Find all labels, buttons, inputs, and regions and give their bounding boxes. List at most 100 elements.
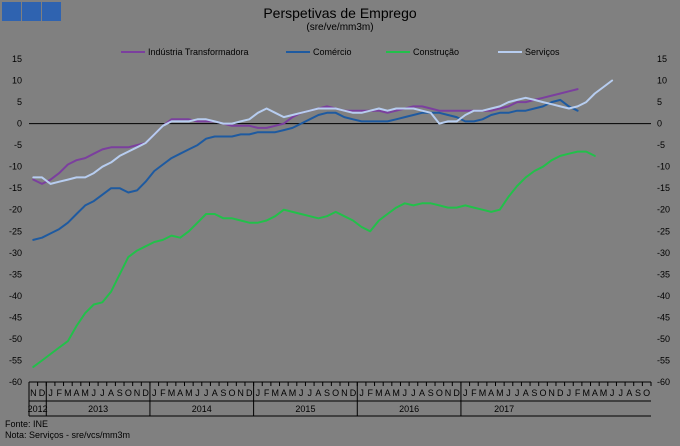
y-tick-label-right: -10 (657, 162, 670, 172)
chart-subtitle: (sre/ve/mm3m) (306, 22, 374, 33)
legend-label: Construção (413, 47, 459, 57)
y-tick-label-right: -5 (657, 140, 665, 150)
month-label: S (117, 388, 123, 398)
month-label: O (229, 388, 236, 398)
y-tick-label-right: -40 (657, 291, 670, 301)
y-tick-label-left: -35 (9, 269, 22, 279)
month-label: N (237, 388, 244, 398)
y-tick-label-right: -35 (657, 269, 670, 279)
month-label: A (626, 388, 632, 398)
month-label: A (74, 388, 80, 398)
month-label: A (281, 388, 287, 398)
legend-item: Construção (386, 47, 459, 57)
y-tick-label-left: -60 (9, 377, 22, 387)
month-label: J (204, 388, 209, 398)
month-label: J (403, 388, 408, 398)
month-label: O (436, 388, 443, 398)
month-label: J (506, 388, 511, 398)
month-label: F (367, 388, 373, 398)
month-label: D (557, 388, 564, 398)
month-label: J (308, 388, 313, 398)
y-tick-label-right: -25 (657, 226, 670, 236)
month-label: S (220, 388, 226, 398)
month-label: A (315, 388, 321, 398)
month-label: O (643, 388, 650, 398)
month-label: A (108, 388, 114, 398)
year-label: 2014 (192, 404, 212, 414)
month-label: J (92, 388, 97, 398)
y-tick-label-left: -45 (9, 312, 22, 322)
month-label: A (523, 388, 529, 398)
year-label: 2016 (399, 404, 419, 414)
year-label: 2015 (295, 404, 315, 414)
month-label: J (515, 388, 520, 398)
month-label: F (264, 388, 270, 398)
source-note: Fonte: INE (5, 419, 49, 429)
month-label: M (392, 388, 400, 398)
month-label: J (299, 388, 304, 398)
month-label: A (177, 388, 183, 398)
month-label: N (548, 388, 555, 398)
y-tick-label-right: 0 (657, 119, 662, 129)
month-label: S (324, 388, 330, 398)
month-label: D (39, 388, 46, 398)
month-label: O (125, 388, 132, 398)
month-label: J (619, 388, 624, 398)
y-tick-label-right: 5 (657, 97, 662, 107)
month-label: J (195, 388, 200, 398)
y-tick-label-right: -50 (657, 334, 670, 344)
year-label: 2013 (88, 404, 108, 414)
month-label: J (567, 388, 572, 398)
y-tick-label-right: -55 (657, 355, 670, 365)
month-label: J (359, 388, 364, 398)
month-label: N (445, 388, 452, 398)
logo-block (2, 2, 21, 21)
month-label: O (332, 388, 339, 398)
month-label: M (168, 388, 176, 398)
month-label: O (540, 388, 547, 398)
month-label: D (142, 388, 149, 398)
y-tick-label-right: -20 (657, 205, 670, 215)
month-label: S (428, 388, 434, 398)
y-tick-label-left: 0 (17, 119, 22, 129)
month-label: S (635, 388, 641, 398)
month-label: N (134, 388, 141, 398)
month-label: A (385, 388, 391, 398)
series-note: Nota: Serviços - sre/vcs/mm3m (5, 430, 131, 440)
y-tick-label-left: -10 (9, 162, 22, 172)
month-label: S (531, 388, 537, 398)
month-label: J (463, 388, 468, 398)
legend-label: Comércio (313, 47, 352, 57)
month-label: D (453, 388, 460, 398)
month-label: M (271, 388, 279, 398)
y-tick-label-right: -15 (657, 183, 670, 193)
month-label: J (152, 388, 157, 398)
y-tick-label-left: -5 (14, 140, 22, 150)
month-label: M (185, 388, 193, 398)
legend-item: Comércio (286, 47, 352, 57)
logo-block (42, 2, 61, 21)
y-tick-label-left: -30 (9, 248, 22, 258)
month-label: A (212, 388, 218, 398)
legend-item: Serviços (498, 47, 560, 57)
month-label: J (411, 388, 416, 398)
logo-block (22, 2, 41, 21)
month-label: A (488, 388, 494, 398)
y-tick-label-right: -60 (657, 377, 670, 387)
month-label: M (479, 388, 487, 398)
y-tick-label-left: -50 (9, 334, 22, 344)
y-tick-label-left: -40 (9, 291, 22, 301)
ine-logo (2, 2, 61, 21)
y-tick-label-left: 5 (17, 97, 22, 107)
month-label: F (56, 388, 62, 398)
month-label: J (610, 388, 615, 398)
month-label: N (30, 388, 37, 398)
month-label: F (471, 388, 477, 398)
month-label: M (496, 388, 504, 398)
y-tick-label-left: -55 (9, 355, 22, 365)
month-label: M (582, 388, 590, 398)
month-label: M (375, 388, 383, 398)
month-label: A (592, 388, 598, 398)
y-tick-label-left: -20 (9, 205, 22, 215)
